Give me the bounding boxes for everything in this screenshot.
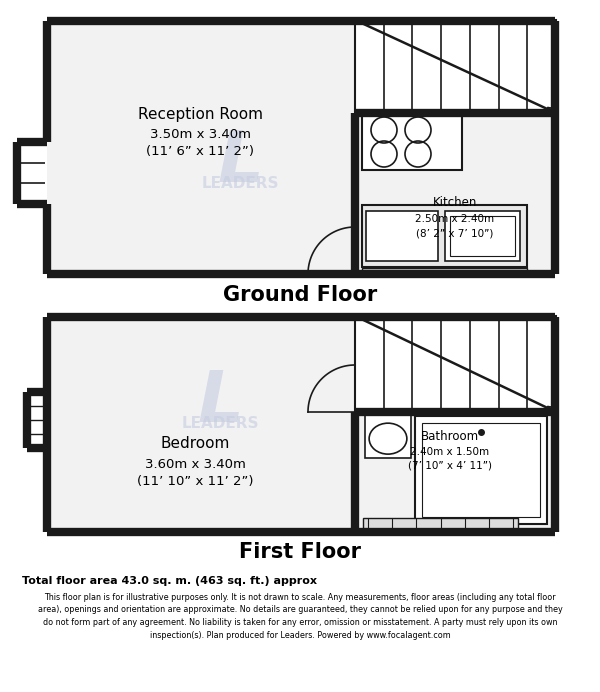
Bar xyxy=(450,216,515,256)
Bar xyxy=(362,115,462,170)
Text: 3.60m x 3.40m: 3.60m x 3.40m xyxy=(145,457,245,471)
Text: Reception Room: Reception Room xyxy=(137,107,263,122)
Bar xyxy=(365,415,411,458)
Text: 2.50m x 2.40m: 2.50m x 2.40m xyxy=(415,214,494,224)
Text: (11’ 10” x 11’ 2”): (11’ 10” x 11’ 2”) xyxy=(137,475,253,489)
Ellipse shape xyxy=(369,424,407,454)
Bar xyxy=(47,21,555,274)
Text: 3.50m x 3.40m: 3.50m x 3.40m xyxy=(149,127,251,140)
Text: Kitchen: Kitchen xyxy=(433,196,477,208)
Bar xyxy=(445,211,520,261)
Bar xyxy=(355,316,556,412)
Text: L: L xyxy=(197,367,243,437)
Text: Ground Floor: Ground Floor xyxy=(223,285,377,305)
Text: First Floor: First Floor xyxy=(239,542,361,562)
Text: This floor plan is for illustrative purposes only. It is not drawn to scale. Any: This floor plan is for illustrative purp… xyxy=(38,593,562,639)
Text: Total floor area 43.0 sq. m. (463 sq. ft.) approx: Total floor area 43.0 sq. m. (463 sq. ft… xyxy=(22,576,317,586)
Text: LEADERS: LEADERS xyxy=(181,417,259,432)
Bar xyxy=(47,317,555,532)
Bar xyxy=(422,423,540,517)
Text: 2.40m x 1.50m: 2.40m x 1.50m xyxy=(410,447,490,457)
Text: Bathroom: Bathroom xyxy=(421,430,479,444)
Bar xyxy=(355,20,556,113)
Bar xyxy=(366,211,438,261)
Text: L: L xyxy=(217,127,263,197)
Text: (7’ 10” x 4’ 11”): (7’ 10” x 4’ 11”) xyxy=(408,461,492,471)
Text: LEADERS: LEADERS xyxy=(201,176,279,192)
Text: (11’ 6” x 11’ 2”): (11’ 6” x 11’ 2”) xyxy=(146,145,254,158)
Text: (8’ 2” x 7’ 10”): (8’ 2” x 7’ 10”) xyxy=(416,229,494,239)
Bar xyxy=(363,518,518,532)
Bar xyxy=(362,268,527,275)
Bar xyxy=(362,205,527,267)
Bar xyxy=(415,416,547,524)
Text: Bedroom: Bedroom xyxy=(160,437,230,451)
